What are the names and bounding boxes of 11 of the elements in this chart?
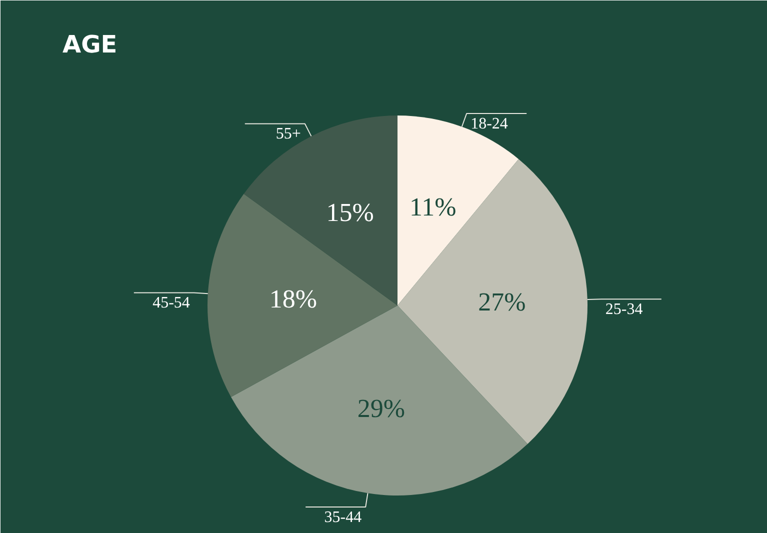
slice-label: 55+: [276, 126, 301, 143]
chart-title: AGE: [62, 30, 118, 58]
slice-label: 45-54: [152, 294, 190, 312]
data-label: 27%: [478, 288, 526, 317]
data-label: 11%: [410, 192, 456, 222]
data-label: 18%: [269, 284, 318, 314]
slice-label: 35-44: [324, 508, 362, 526]
slice-label: 18-24: [470, 116, 508, 133]
data-label: 29%: [357, 394, 405, 424]
data-label: 15%: [326, 198, 374, 227]
slice-label: 25-34: [605, 301, 643, 318]
